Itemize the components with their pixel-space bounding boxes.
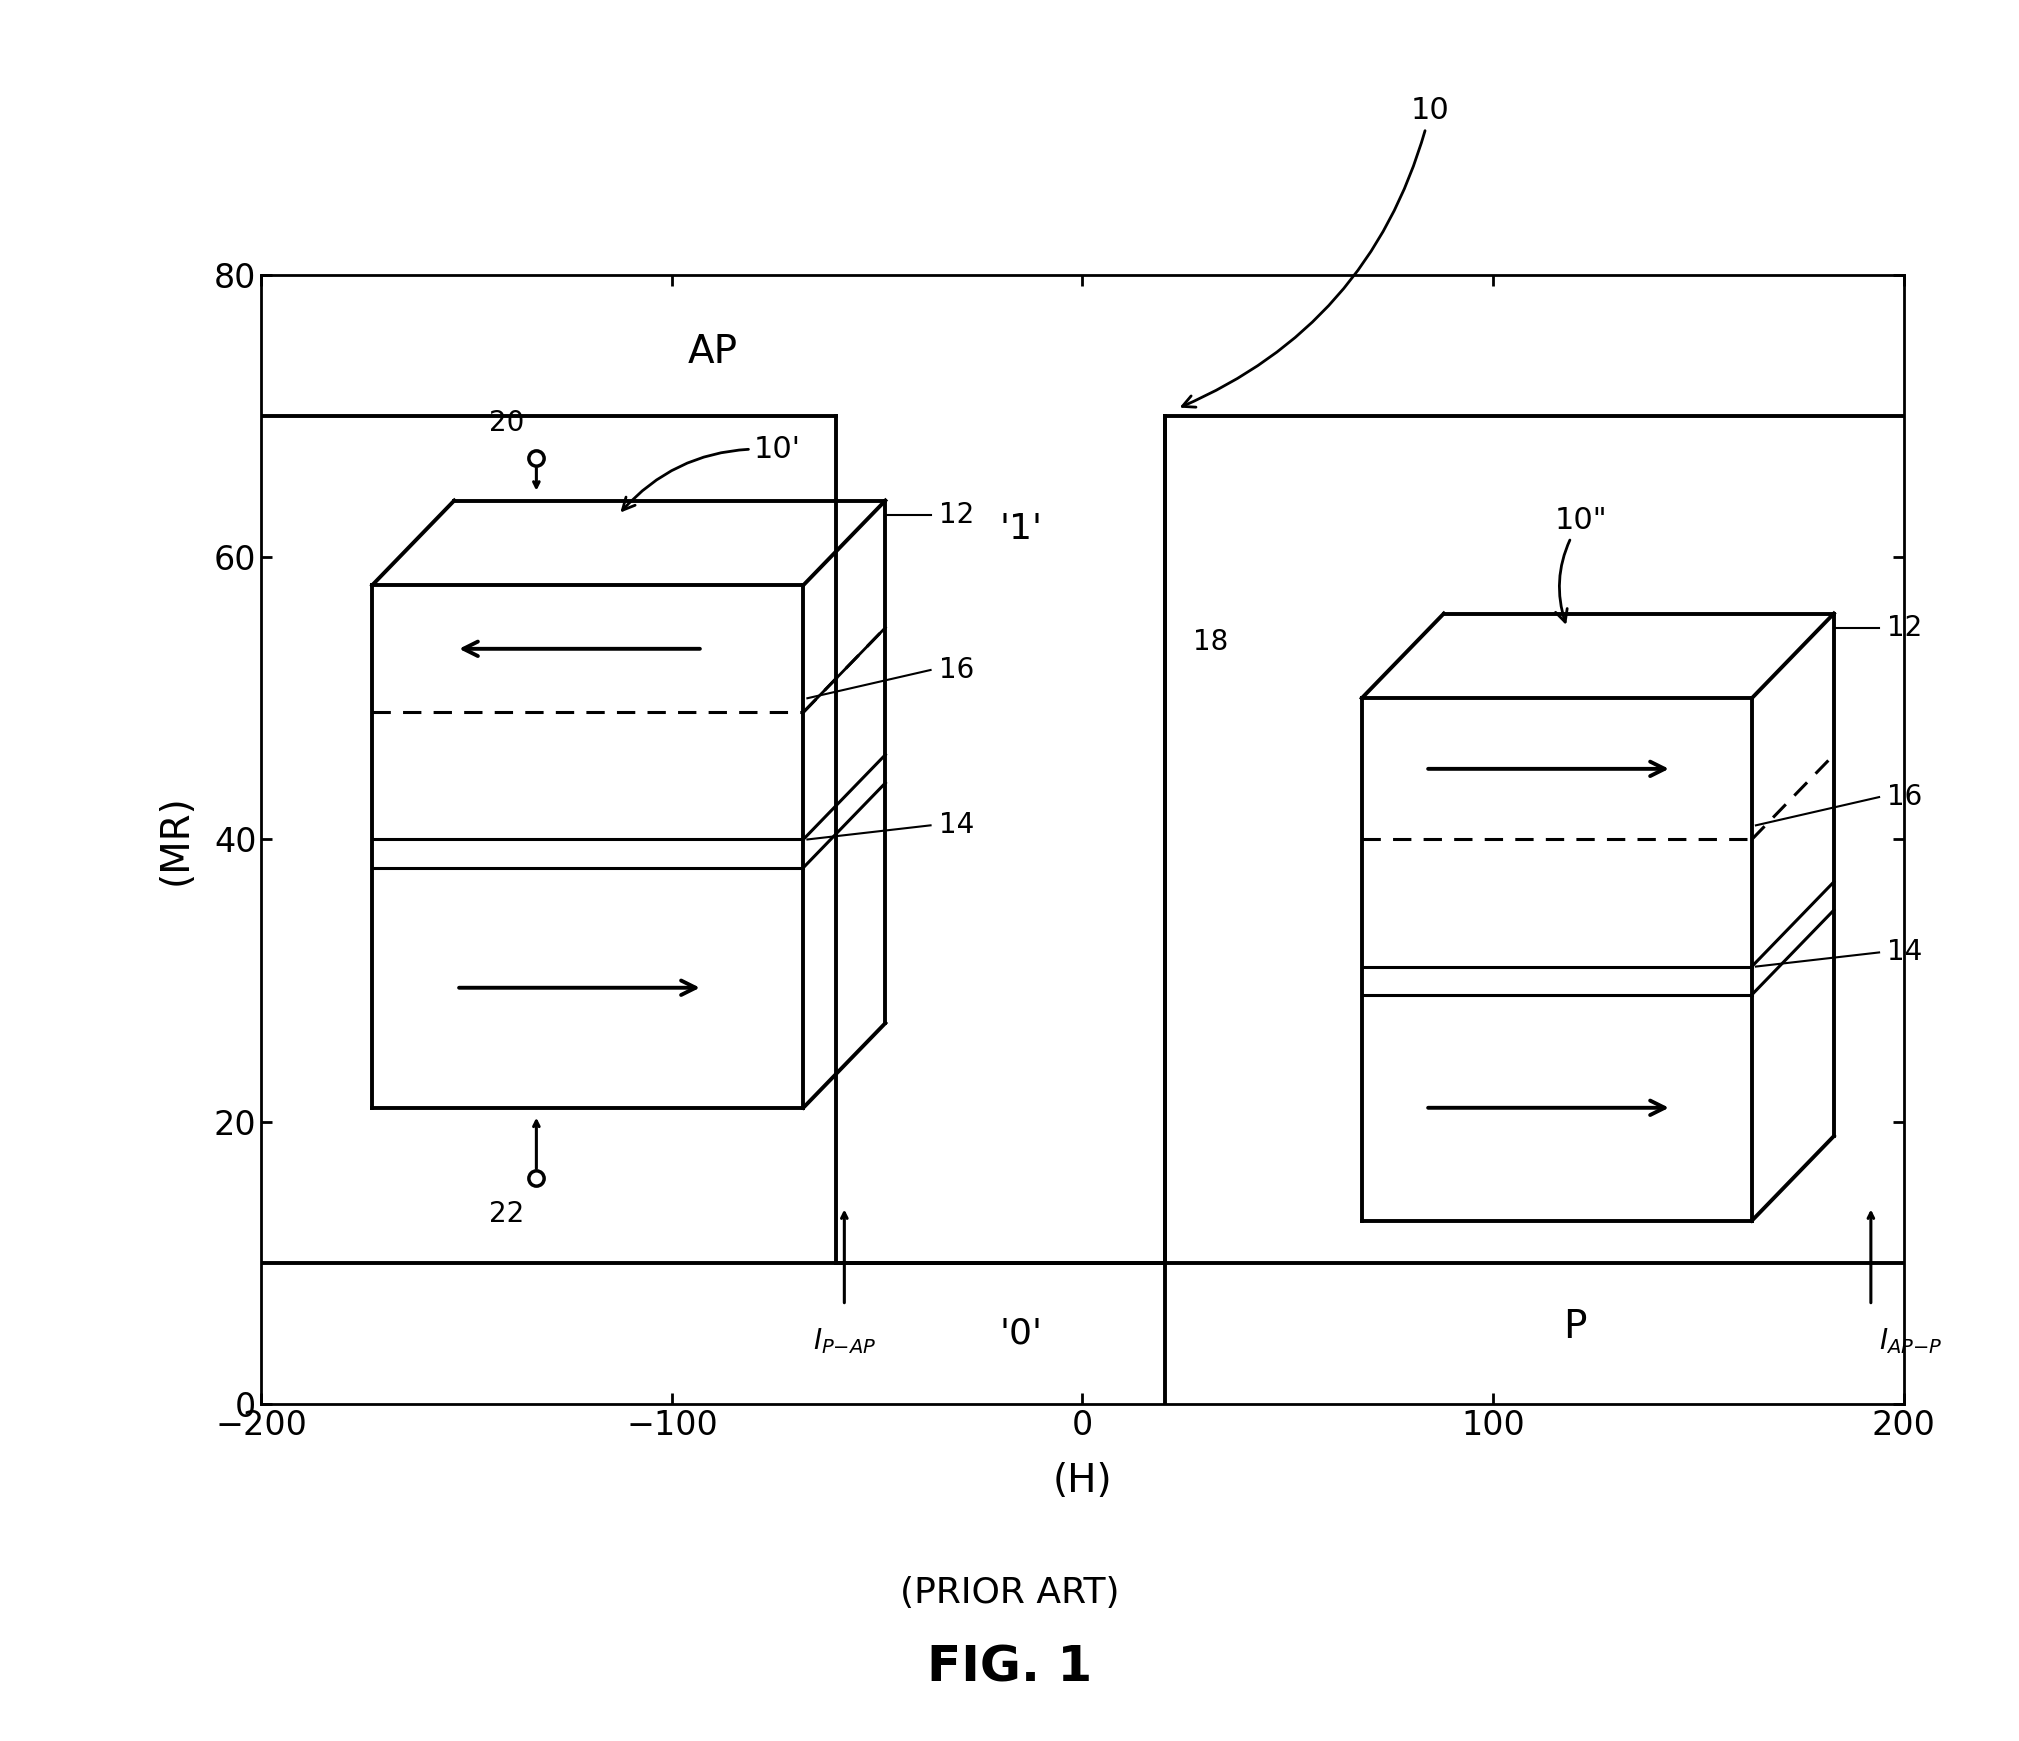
Text: (PRIOR ART): (PRIOR ART) <box>900 1576 1119 1610</box>
Text: 10": 10" <box>1555 507 1607 622</box>
Text: $I_{P\mathdefault{-}AP}$: $I_{P\mathdefault{-}AP}$ <box>814 1327 876 1356</box>
Text: 12: 12 <box>1888 613 1922 642</box>
Text: '0': '0' <box>999 1316 1042 1351</box>
Text: AP: AP <box>688 333 739 371</box>
Text: 16: 16 <box>939 656 973 684</box>
Text: 20: 20 <box>489 409 525 437</box>
Text: 14: 14 <box>1888 938 1922 966</box>
Text: 10: 10 <box>1183 96 1450 407</box>
X-axis label: (H): (H) <box>1052 1462 1112 1499</box>
Text: 22: 22 <box>489 1200 525 1227</box>
Text: '1': '1' <box>999 512 1042 545</box>
Text: 10': 10' <box>622 435 802 510</box>
Text: 12: 12 <box>939 501 973 529</box>
Text: $I_{AP\mathdefault{-}P}$: $I_{AP\mathdefault{-}P}$ <box>1880 1327 1942 1356</box>
Text: FIG. 1: FIG. 1 <box>927 1644 1092 1692</box>
Text: 18: 18 <box>1193 629 1230 656</box>
Text: P: P <box>1563 1307 1587 1346</box>
Y-axis label: (MR): (MR) <box>155 794 194 884</box>
Text: 16: 16 <box>1888 783 1922 811</box>
Text: 14: 14 <box>939 811 973 839</box>
